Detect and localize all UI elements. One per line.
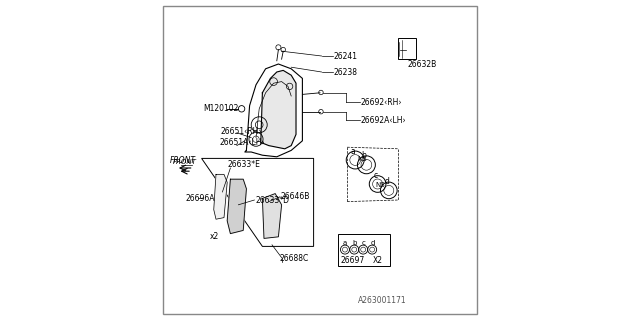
Polygon shape [214, 174, 227, 219]
Text: x2: x2 [210, 232, 219, 241]
Text: a: a [351, 147, 355, 156]
Text: d: d [371, 240, 375, 246]
Text: 26241: 26241 [333, 52, 357, 60]
Text: FRONT: FRONT [170, 156, 195, 164]
Text: d: d [385, 177, 390, 186]
Bar [398, 38, 416, 59]
Text: 26238: 26238 [333, 68, 357, 76]
Text: 26646B: 26646B [281, 192, 310, 201]
Text: 26692A‹LH›: 26692A‹LH› [361, 116, 406, 124]
Text: 26688C: 26688C [280, 254, 309, 263]
Polygon shape [261, 70, 296, 149]
Bar [338, 234, 390, 266]
Text: 26651‹RH›: 26651‹RH› [221, 127, 262, 136]
Text: M120102: M120102 [204, 104, 239, 113]
Text: b: b [362, 151, 367, 160]
Polygon shape [262, 194, 282, 238]
Text: 26696A: 26696A [186, 194, 215, 203]
Text: X2: X2 [372, 256, 383, 265]
Polygon shape [227, 179, 246, 234]
Text: NS: NS [357, 156, 367, 162]
Text: 26633*E: 26633*E [227, 160, 260, 169]
Text: a: a [342, 240, 347, 246]
Text: NS: NS [375, 182, 385, 188]
Text: A263001171: A263001171 [358, 296, 407, 305]
Text: 26632B: 26632B [408, 60, 437, 68]
Text: 26697: 26697 [340, 256, 365, 265]
Text: c: c [374, 171, 378, 180]
Text: 26633*D: 26633*D [255, 196, 289, 204]
Text: c: c [362, 240, 365, 246]
Text: 26651A‹LH›: 26651A‹LH› [219, 138, 265, 147]
Text: b: b [352, 240, 356, 246]
Text: 26692‹RH›: 26692‹RH› [361, 98, 403, 107]
Text: FRONT: FRONT [173, 159, 197, 164]
